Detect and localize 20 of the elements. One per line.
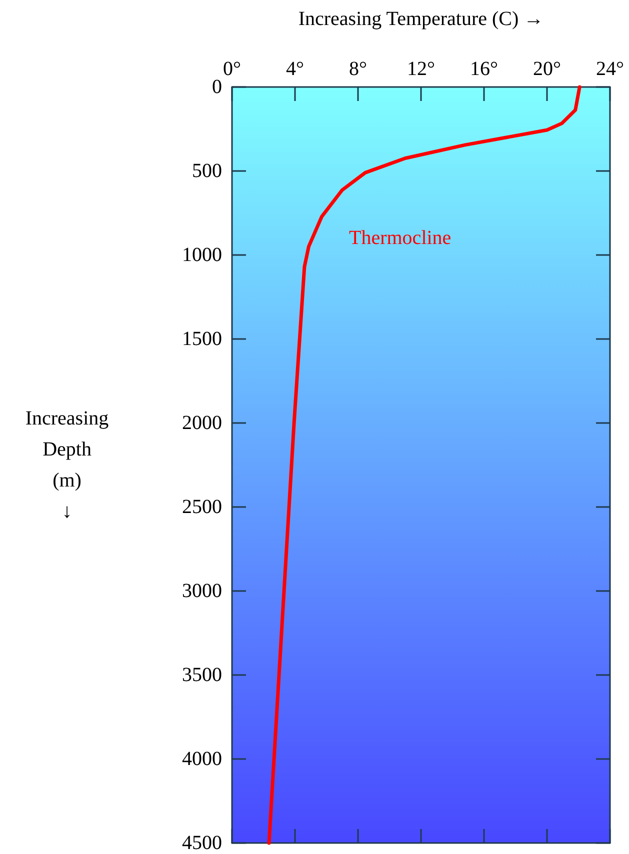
y-tick-label: 3000: [182, 580, 222, 602]
y-tick-label: 500: [192, 160, 222, 182]
y-axis-title: Increasing Depth (m) ↓: [25, 408, 109, 522]
x-tick-label: 20°: [533, 58, 561, 80]
x-tick-label: 12°: [407, 58, 435, 80]
y-tick-label: 2500: [182, 496, 222, 518]
x-axis-title: Increasing Temperature (C) →: [298, 8, 544, 30]
annotation: Thermocline: [349, 227, 452, 249]
x-tick-label: 4°: [286, 58, 304, 80]
y-tick-label: 0: [212, 76, 222, 98]
x-tick-label: 0°: [223, 58, 241, 80]
x-tick-label: 16°: [470, 58, 498, 80]
y-tick-label: 4500: [182, 832, 222, 854]
y-tick-label: 3500: [182, 664, 222, 686]
y-tick-label: 1500: [182, 328, 222, 350]
x-tick-label: 24°: [596, 58, 624, 80]
y-tick-label: 2000: [182, 412, 222, 434]
y-tick-label: 1000: [182, 244, 222, 266]
y-tick-label: 4000: [182, 748, 222, 770]
x-tick-label: 8°: [349, 58, 367, 80]
